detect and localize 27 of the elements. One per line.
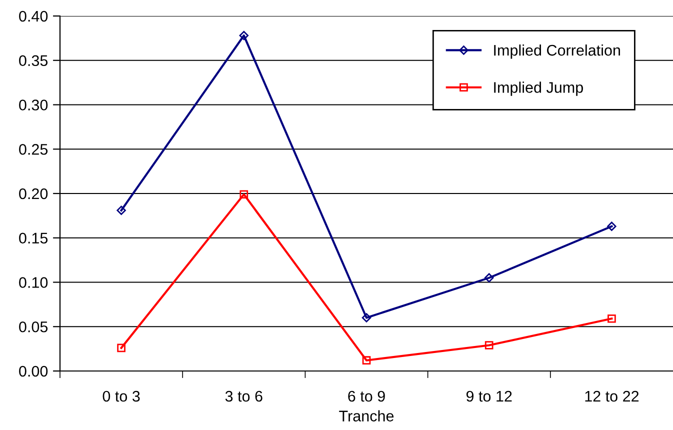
point [362,313,372,322]
point [608,314,616,323]
point [240,190,248,199]
point [362,356,371,365]
x-tick-label: 6 to 9 [348,390,385,402]
y-tick-label: 0.30 [19,100,48,110]
x-axis-title: Tranche [339,410,394,422]
y-tick-label: 0.40 [19,10,48,22]
point [117,344,126,352]
y-tick-label: 0.05 [19,321,48,332]
point [484,273,494,282]
y-tick-label: 0.15 [19,232,48,244]
legend-label: Implied Jump [494,82,583,96]
x-tick-label: 0 to 3 [102,390,140,402]
y-tick-label: 0.10 [19,277,48,288]
x-tick-label: 12 to 22 [585,390,639,402]
y-tick-label: 0.00 [19,366,48,377]
point [116,206,126,215]
point [484,341,494,350]
y-tick-label: 0.20 [19,188,48,200]
legend-label: Implied Correlation [494,44,620,59]
y-tick-label: 0.35 [19,55,48,66]
y-tick-label: 0.25 [19,144,48,155]
point [607,222,616,231]
x-tick-label: 9 to 12 [466,390,512,402]
x-tick-label: 3 to 6 [225,390,262,402]
point [239,30,249,40]
